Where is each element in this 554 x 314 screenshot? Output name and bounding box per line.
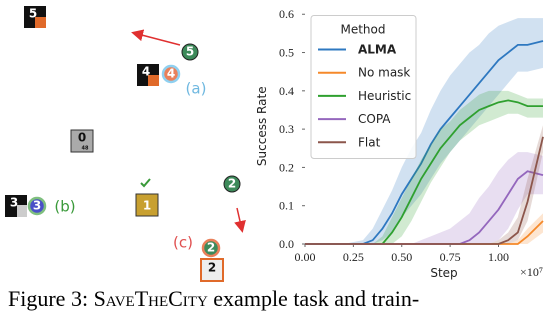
check — [140, 178, 151, 188]
agent-label: 2 — [207, 241, 215, 255]
legend-title: Method — [340, 23, 385, 37]
legend-label: Flat — [358, 135, 381, 149]
arrow — [234, 207, 246, 233]
box-label: 0 — [78, 131, 86, 145]
x-tick-label: 0.25 — [343, 250, 364, 264]
agent-label: 5 — [186, 45, 194, 59]
agent — [27, 196, 47, 216]
legend-label: No mask — [358, 66, 410, 80]
y-tick-label: 0.0 — [279, 237, 294, 251]
box-sublabel: 48 — [82, 146, 89, 152]
chart: 0.0 0.1 0.2 0.3 0.4 0.5 0.6 0.00 0.25 0.50 0.75 1.0… — [255, 7, 544, 280]
x-tick-label: 0.00 — [295, 250, 316, 264]
agent — [201, 238, 221, 258]
y-tick-label: 0.5 — [279, 46, 294, 60]
x-axis-label: Step — [430, 266, 457, 280]
box-label: 4 — [142, 65, 150, 79]
y-tick-label: 0.2 — [279, 160, 294, 174]
y-tick-label: 0.1 — [279, 199, 294, 213]
caption-prefix: Figure 3: — [8, 286, 94, 311]
annotation: (b) — [54, 198, 75, 216]
band — [305, 213, 543, 244]
diagram: 5 5 4 4 (a) 0 48 3 3 (b) 1 2 (c) 2 2 — [5, 6, 246, 282]
legend-label: ALMA — [358, 43, 397, 57]
box-label: 5 — [29, 7, 37, 21]
legend-label: COPA — [358, 112, 391, 126]
band — [305, 152, 543, 244]
line — [305, 136, 544, 245]
annotation: (a) — [186, 80, 207, 98]
y-tick-label: 0.3 — [279, 122, 294, 136]
caption-rest: example task and train- — [208, 286, 419, 311]
x-tick-label: 0.75 — [440, 250, 461, 264]
box — [70, 129, 94, 153]
line — [305, 40, 544, 245]
agent-label: 2 — [228, 177, 236, 191]
agent-label: 4 — [167, 67, 175, 81]
legend-box — [310, 15, 417, 159]
legend-label: Heuristic — [358, 89, 411, 103]
arrow — [131, 29, 181, 46]
agent — [223, 175, 241, 193]
agent — [161, 64, 181, 84]
x-tick-label: 1.00 — [488, 250, 509, 264]
caption: Figure 3: SaveTheCity example task and t… — [8, 286, 419, 311]
box — [200, 258, 224, 282]
box-corner — [148, 75, 159, 86]
caption-name: SaveTheCity — [94, 286, 208, 311]
band — [305, 125, 543, 244]
x-offset-label: ×10⁷ — [520, 265, 543, 279]
box-label: 2 — [208, 261, 216, 275]
box — [135, 193, 159, 217]
box-corner — [17, 205, 27, 217]
box-label: 3 — [10, 196, 18, 210]
band — [305, 90, 543, 244]
x-tick-label: 0.50 — [391, 250, 412, 264]
agent-label: 3 — [33, 199, 41, 213]
y-tick-label: 0.4 — [279, 84, 294, 98]
annotation: (c) — [173, 234, 193, 252]
y-axis-label: Success Rate — [255, 86, 269, 166]
box-corner — [35, 17, 46, 28]
box-label: 1 — [143, 199, 151, 213]
y-tick-label: 0.6 — [279, 7, 294, 21]
band — [305, 18, 543, 245]
agent — [181, 43, 199, 61]
